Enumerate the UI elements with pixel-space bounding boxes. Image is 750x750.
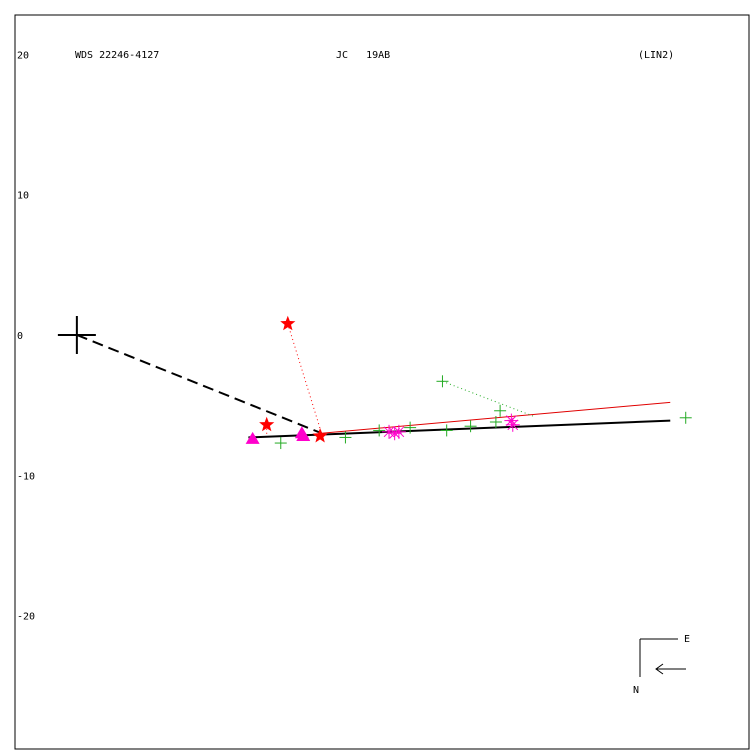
plus-marker	[436, 375, 449, 388]
asterisk-marker	[391, 424, 406, 439]
plot-frame	[14, 14, 750, 750]
y-tick-label: -10	[17, 471, 35, 482]
wds-designation: WDS 22246-4127	[75, 50, 159, 61]
asterisk-marker	[387, 426, 402, 441]
fit-lines	[76, 334, 671, 439]
observation-markers	[245, 315, 692, 450]
plus-marker	[679, 411, 692, 424]
plus-marker	[489, 415, 502, 428]
compass-east-label: E	[684, 634, 690, 645]
plus-marker	[404, 421, 417, 434]
compass: E N	[633, 634, 690, 696]
plus-marker	[373, 424, 386, 437]
triangle-marker	[296, 429, 311, 442]
primary-star-marker	[57, 315, 96, 354]
motion-arrow-head	[655, 663, 664, 675]
plus-marker	[494, 404, 507, 417]
star-marker	[280, 315, 296, 331]
star-marker	[259, 416, 275, 432]
y-tick-labels: 20 10 0 -10 -20	[17, 50, 35, 622]
y-tick-label: 10	[17, 191, 29, 202]
plus-marker	[274, 437, 287, 450]
node-line	[76, 334, 322, 435]
triangle-marker	[245, 431, 260, 444]
residual-lines	[266, 323, 535, 437]
asterisk-marker	[505, 417, 520, 432]
plus-marker	[440, 424, 453, 437]
orbit-code: (LIN2)	[638, 50, 674, 61]
fitted-path-line	[248, 419, 671, 439]
plus-marker	[464, 420, 477, 433]
y-tick-label: -20	[17, 612, 35, 623]
y-tick-label: 20	[17, 50, 29, 61]
compass-north-label: N	[633, 685, 639, 696]
residual-line	[442, 380, 535, 417]
asterisk-marker	[504, 413, 519, 428]
residual-line	[287, 323, 323, 434]
discoverer-code: JC 19AB	[336, 50, 390, 61]
plus-marker	[339, 431, 352, 444]
star-marker	[312, 428, 328, 443]
y-tick-label: 0	[17, 331, 23, 342]
